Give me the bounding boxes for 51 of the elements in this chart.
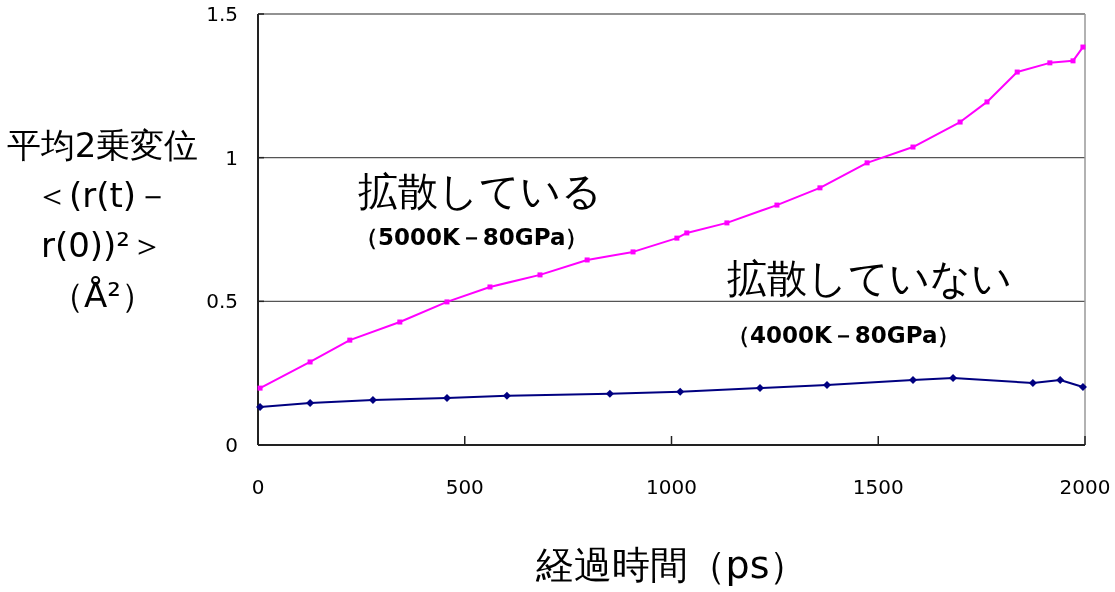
point [774,202,780,208]
point [442,393,451,402]
x-tick-label: 1000 [646,475,697,499]
point [605,389,614,398]
y-tick-label: 1.5 [206,2,238,26]
point [1028,378,1037,387]
point [502,391,511,400]
y-tick-label: 0 [225,433,238,457]
point [256,403,265,412]
point [487,284,493,290]
point [1014,69,1020,75]
point [949,374,958,383]
point [864,160,870,166]
annotation: （4000K－80GPa） [727,322,961,348]
point [257,385,263,391]
point [397,319,403,325]
point [676,387,685,396]
point [684,230,690,236]
point [537,272,543,278]
point [817,185,823,191]
annotation: 拡散していない [727,255,1012,301]
point [908,376,917,385]
point [368,395,377,404]
x-tick-label: 1500 [852,475,904,499]
point [1047,60,1053,66]
point [584,257,590,263]
point [984,99,990,105]
y-axis-title: 平均2乗変位＜(r(t)－r(0))²＞（Å²） [5,124,200,317]
point [630,249,636,255]
annotation: 拡散している [358,168,602,214]
y-tick-label: 0.5 [206,289,238,314]
point [1070,58,1076,64]
x-tick-label: 2000 [1059,475,1111,499]
point [957,119,963,125]
point [307,359,313,365]
x-axis-title: 経過時間（ps） [534,543,808,587]
y-tick-label: 1 [225,145,238,170]
point [1056,376,1065,385]
point [822,380,831,389]
annotation: （5000K－80GPa） [355,224,589,250]
point [1078,382,1087,391]
x-tick-label: 0 [251,475,265,499]
point [724,220,730,226]
point [347,337,353,343]
point [444,299,450,305]
point [910,144,916,150]
point [306,399,315,408]
x-tick-label: 500 [445,475,484,499]
point [674,235,680,241]
point [755,384,764,393]
point [1080,44,1086,50]
